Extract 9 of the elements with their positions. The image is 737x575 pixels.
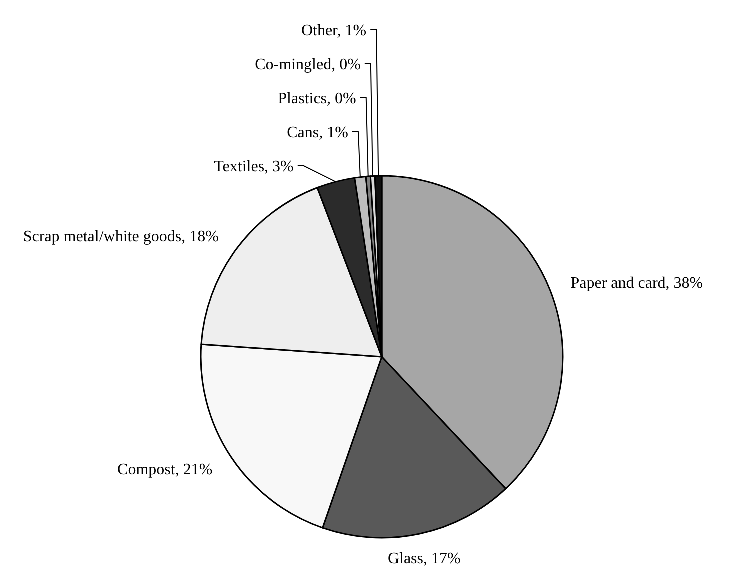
slice-label: Other, 1%	[301, 22, 367, 40]
slice-label: Plastics, 0%	[278, 90, 356, 108]
slice-label: Scrap metal/white goods, 18%	[23, 228, 219, 246]
slice-label: Cans, 1%	[287, 124, 348, 142]
slice-label: Co-mingled, 0%	[255, 56, 361, 74]
slice-label: Glass, 17%	[388, 550, 461, 568]
slice-label: Textiles, 3%	[214, 158, 294, 176]
slice-label: Paper and card, 38%	[570, 274, 704, 292]
slice-label: Compost, 21%	[118, 462, 213, 479]
